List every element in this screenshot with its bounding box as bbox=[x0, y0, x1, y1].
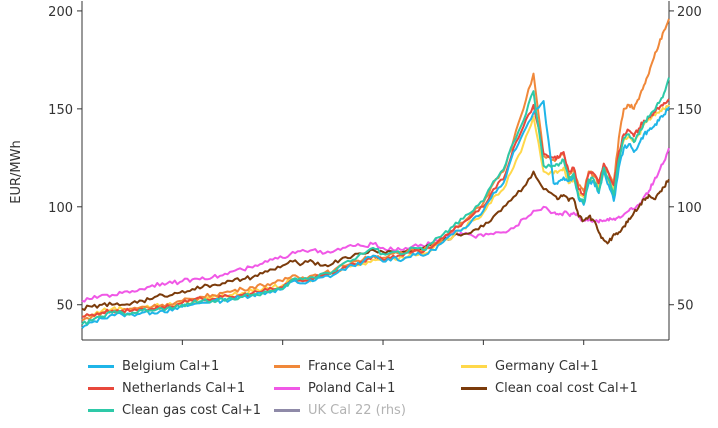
legend-label-uk-cal22: UK Cal 22 (rhs) bbox=[308, 403, 406, 418]
legend-item-uk-cal22[interactable]: UK Cal 22 (rhs) bbox=[274, 403, 406, 418]
plot-frame bbox=[81, 1, 670, 341]
legend-item-netherlands[interactable]: Netherlands Cal+1 bbox=[88, 381, 245, 396]
series-lines bbox=[81, 18, 670, 329]
series-line-2 bbox=[81, 18, 670, 322]
legend-label-clean-coal: Clean coal cost Cal+1 bbox=[495, 381, 638, 396]
legend-item-france[interactable]: France Cal+1 bbox=[274, 359, 395, 374]
y2-tick-label: 50 bbox=[677, 299, 694, 314]
legend-label-germany: Germany Cal+1 bbox=[495, 359, 599, 374]
legend-item-germany[interactable]: Germany Cal+1 bbox=[461, 359, 599, 374]
legend-swatch-belgium bbox=[88, 365, 114, 368]
legend-swatch-clean-coal bbox=[461, 387, 487, 390]
y-tick-label: 50 bbox=[56, 299, 73, 314]
legend-swatch-netherlands bbox=[88, 387, 114, 390]
y-tick-label: 150 bbox=[48, 103, 73, 118]
y2-tick-label: 150 bbox=[677, 103, 702, 118]
y2-tick-label: 100 bbox=[677, 201, 702, 216]
legend-swatch-poland bbox=[274, 387, 300, 390]
series-line-1 bbox=[81, 100, 670, 329]
x-axis bbox=[181, 340, 585, 345]
legend-item-clean-coal[interactable]: Clean coal cost Cal+1 bbox=[461, 381, 638, 396]
legend-item-poland[interactable]: Poland Cal+1 bbox=[274, 381, 395, 396]
legend-swatch-uk-cal22 bbox=[274, 409, 300, 412]
legend-label-belgium: Belgium Cal+1 bbox=[122, 359, 220, 374]
legend-label-clean-gas: Clean gas cost Cal+1 bbox=[122, 403, 262, 418]
series-line-4 bbox=[81, 98, 670, 318]
legend-item-belgium[interactable]: Belgium Cal+1 bbox=[88, 359, 219, 374]
y2-tick-label: 200 bbox=[677, 5, 702, 20]
y-axis-left: 50 100 150 200 bbox=[48, 5, 82, 314]
series-line-3 bbox=[81, 104, 670, 318]
legend-label-france: France Cal+1 bbox=[308, 359, 396, 374]
y-axis-right: 50 100 150 200 bbox=[669, 5, 702, 314]
series-line-7 bbox=[81, 77, 670, 326]
legend-label-poland: Poland Cal+1 bbox=[308, 381, 396, 396]
legend-label-netherlands: Netherlands Cal+1 bbox=[122, 381, 246, 396]
y-tick-label: 100 bbox=[48, 201, 73, 216]
legend-swatch-france bbox=[274, 365, 300, 368]
series-line-5 bbox=[81, 147, 670, 303]
y-axis-title: EUR/MWh bbox=[9, 140, 24, 203]
legend-item-clean-gas[interactable]: Clean gas cost Cal+1 bbox=[88, 403, 261, 418]
legend-swatch-germany bbox=[461, 365, 487, 368]
y-tick-label: 200 bbox=[48, 5, 73, 20]
legend-swatch-clean-gas bbox=[88, 409, 114, 412]
